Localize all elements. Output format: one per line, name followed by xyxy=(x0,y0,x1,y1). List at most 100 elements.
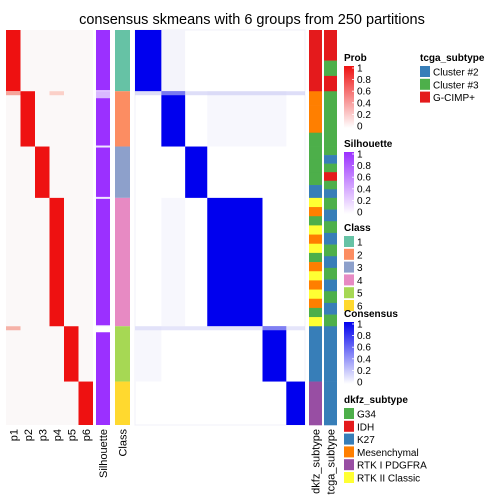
silhouette-legend-tick: 0.8 xyxy=(357,161,371,172)
tcga-cell xyxy=(324,180,337,190)
consensus-legend-tick: 0.6 xyxy=(357,343,371,354)
tcga-cell xyxy=(324,189,337,199)
matrix-strip xyxy=(135,91,305,96)
tcga-cell xyxy=(324,244,337,257)
prob-column-bg-p6 xyxy=(78,30,93,425)
prob-trace xyxy=(49,91,64,96)
prob-block-p4 xyxy=(49,197,64,327)
silhouette-legend-tick: 1 xyxy=(357,150,363,161)
prob-label-p1: p1 xyxy=(8,429,20,441)
silhouette-label: Silhouette xyxy=(98,429,110,478)
prob-label-p5: p5 xyxy=(66,429,78,441)
class-legend-label: 4 xyxy=(357,276,363,287)
silhouette-legend-tick: 0 xyxy=(357,208,363,219)
tcga-cell xyxy=(324,45,337,61)
tcga-cell xyxy=(324,91,337,147)
consensus-legend-tick: 1 xyxy=(357,320,363,331)
class-legend-title: Class xyxy=(344,223,371,234)
dkfz-cell xyxy=(309,132,322,147)
consensus-matrix xyxy=(134,29,306,426)
tcga-legend-label: G-CIMP+ xyxy=(433,93,475,104)
dkfz-cell xyxy=(309,225,322,235)
prob-legend-tick: 0.4 xyxy=(357,98,371,109)
matrix-offdiag xyxy=(207,91,263,147)
dkfz-cell xyxy=(309,289,322,300)
dkfz-legend-swatch xyxy=(344,459,354,471)
consensus-block-2 xyxy=(161,91,186,147)
class-segment-1 xyxy=(115,30,130,92)
consensus-block-3 xyxy=(185,146,208,198)
dkfz-cell xyxy=(309,207,322,217)
tcga-cell xyxy=(324,326,337,382)
prob-trace xyxy=(6,326,21,331)
silhouette-legend-tick: 0.2 xyxy=(357,196,371,207)
dkfz-cell xyxy=(309,185,322,199)
prob-legend-colorbar xyxy=(344,66,354,128)
dkfz-cell xyxy=(309,307,322,318)
dkfz-cell xyxy=(309,298,322,309)
tcga-cell xyxy=(324,291,337,304)
tcga-cell xyxy=(324,302,337,315)
dkfz-cell xyxy=(309,317,322,327)
tcga-cell xyxy=(324,279,337,292)
prob-column-bg-p2 xyxy=(20,30,35,425)
prob-block-p5 xyxy=(64,326,79,382)
prob-legend-tick: 1 xyxy=(357,64,363,75)
tcga-cell xyxy=(324,172,337,182)
dkfz-legend-label: Mesenchymal xyxy=(357,448,419,459)
matrix-offdiag xyxy=(161,30,186,92)
class-segment-2 xyxy=(115,91,130,147)
class-segment-4 xyxy=(115,197,130,327)
consensus-legend-tick: 0.8 xyxy=(357,331,371,342)
consensus-legend-tick: 0.4 xyxy=(357,354,371,365)
tcga-legend-label: Cluster #3 xyxy=(433,80,479,91)
prob-block-p1 xyxy=(6,30,21,92)
prob-block-p6 xyxy=(78,381,93,425)
prob-label-p2: p2 xyxy=(23,429,35,441)
chart-title: consensus skmeans with 6 groups from 250… xyxy=(79,12,425,28)
dkfz-legend-label: RTK II Classic xyxy=(357,474,420,485)
dkfz-legend-title: dkfz_subtype xyxy=(344,395,408,406)
consensus-block-5 xyxy=(262,326,287,382)
prob-block-p3 xyxy=(35,146,50,198)
dkfz-cell xyxy=(309,262,322,272)
class-legend-swatch xyxy=(344,300,354,311)
silhouette-low-segment xyxy=(96,91,110,99)
silhouette-bar xyxy=(96,30,110,425)
dkfz-cell xyxy=(309,146,322,160)
dkfz-legend-label: IDH xyxy=(357,422,374,433)
tcga-cell xyxy=(324,267,337,280)
tcga-cell xyxy=(324,381,337,426)
matrix-strip xyxy=(135,326,305,331)
dkfz-cell xyxy=(309,91,322,106)
annotation-columns xyxy=(96,30,337,426)
silhouette-legend-tick: 0.6 xyxy=(357,173,371,184)
tcga-cell xyxy=(324,60,337,77)
tcga-cell xyxy=(324,75,337,92)
prob-label-p3: p3 xyxy=(37,429,49,441)
consensus-block-4 xyxy=(207,197,263,327)
dkfz-legend-label: K27 xyxy=(357,435,375,446)
tcga-legend-swatch xyxy=(420,66,430,77)
dkfz-cell xyxy=(309,243,322,254)
tcga-cell xyxy=(324,209,337,222)
dkfz-legend-swatch xyxy=(344,408,354,419)
class-legend-label: 6 xyxy=(357,302,363,313)
matrix-offdiag xyxy=(135,326,162,382)
tcga-cell xyxy=(324,30,337,46)
silhouette-legend-colorbar xyxy=(344,152,354,214)
class-segment-3 xyxy=(115,146,130,198)
tcga-legend-title: tcga_subtype xyxy=(420,53,485,64)
class-label: Class xyxy=(118,429,130,457)
dkfz-cell xyxy=(309,172,322,186)
tcga-cell xyxy=(324,197,337,210)
tcga-cell xyxy=(324,256,337,269)
dkfz-legend-swatch xyxy=(344,472,354,483)
consensus-legend-tick: 0 xyxy=(357,378,363,389)
class-legend-label: 1 xyxy=(357,238,363,249)
dkfz-cell xyxy=(309,271,322,281)
prob-legend-tick: 0.8 xyxy=(357,75,371,86)
silhouette-gap xyxy=(96,196,110,199)
probability-columns xyxy=(6,30,93,425)
prob-legend-title: Prob xyxy=(344,53,367,64)
